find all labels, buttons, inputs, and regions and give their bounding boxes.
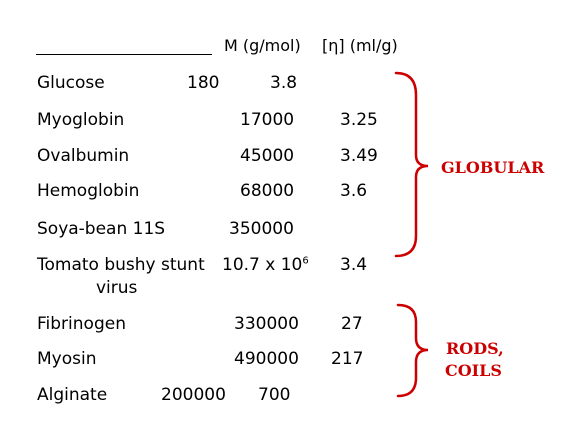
header-underline xyxy=(36,54,212,55)
globular-label: GLOBULAR xyxy=(441,158,545,177)
globular-brace xyxy=(394,71,429,258)
row-soyabean-mw: 350000 xyxy=(229,219,294,239)
row-ovalbumin-name: Ovalbumin xyxy=(37,146,130,166)
row-alginate-name: Alginate xyxy=(37,385,108,405)
row-tbsv-mw: 10.7 x 106 xyxy=(222,255,309,275)
row-fibrinogen-visc: 27 xyxy=(341,314,363,334)
row-glucose-mw: 180 xyxy=(187,73,220,93)
row-tbsv-mw-base: 10.7 x 10 xyxy=(222,255,303,275)
row-hemoglobin-mw: 68000 xyxy=(240,181,295,201)
row-alginate-mw: 200000 xyxy=(161,385,226,405)
row-glucose-visc: 3.8 xyxy=(270,73,298,93)
row-tbsv-visc: 3.4 xyxy=(340,255,368,275)
row-hemoglobin-visc: 3.6 xyxy=(340,181,368,201)
rods-label-line1: RODS, xyxy=(446,339,504,358)
row-tbsv-name-line2: virus xyxy=(96,278,138,298)
row-myosin-mw: 490000 xyxy=(234,349,299,369)
row-ovalbumin-visc: 3.49 xyxy=(340,146,378,166)
row-fibrinogen-mw: 330000 xyxy=(234,314,299,334)
row-myoglobin-visc: 3.25 xyxy=(340,110,378,130)
row-alginate-visc: 700 xyxy=(258,385,291,405)
row-myosin-visc: 217 xyxy=(331,349,364,369)
row-glucose-name: Glucose xyxy=(37,73,105,93)
row-tbsv-name: Tomato bushy stunt xyxy=(37,255,205,275)
row-ovalbumin-mw: 45000 xyxy=(240,146,295,166)
row-tbsv-mw-exponent: 6 xyxy=(302,255,309,267)
rods-label-line2: COILS xyxy=(445,361,502,380)
row-myosin-name: Myosin xyxy=(37,349,97,369)
row-soyabean-name: Soya-bean 11S xyxy=(37,219,166,239)
row-myoglobin-mw: 17000 xyxy=(240,110,295,130)
header-viscosity: [η] (ml/g) xyxy=(322,36,398,55)
row-fibrinogen-name: Fibrinogen xyxy=(37,314,126,334)
header-mw: M (g/mol) xyxy=(224,36,301,55)
row-hemoglobin-name: Hemoglobin xyxy=(37,181,140,201)
row-myoglobin-name: Myoglobin xyxy=(37,110,125,130)
rods-brace xyxy=(396,303,429,398)
